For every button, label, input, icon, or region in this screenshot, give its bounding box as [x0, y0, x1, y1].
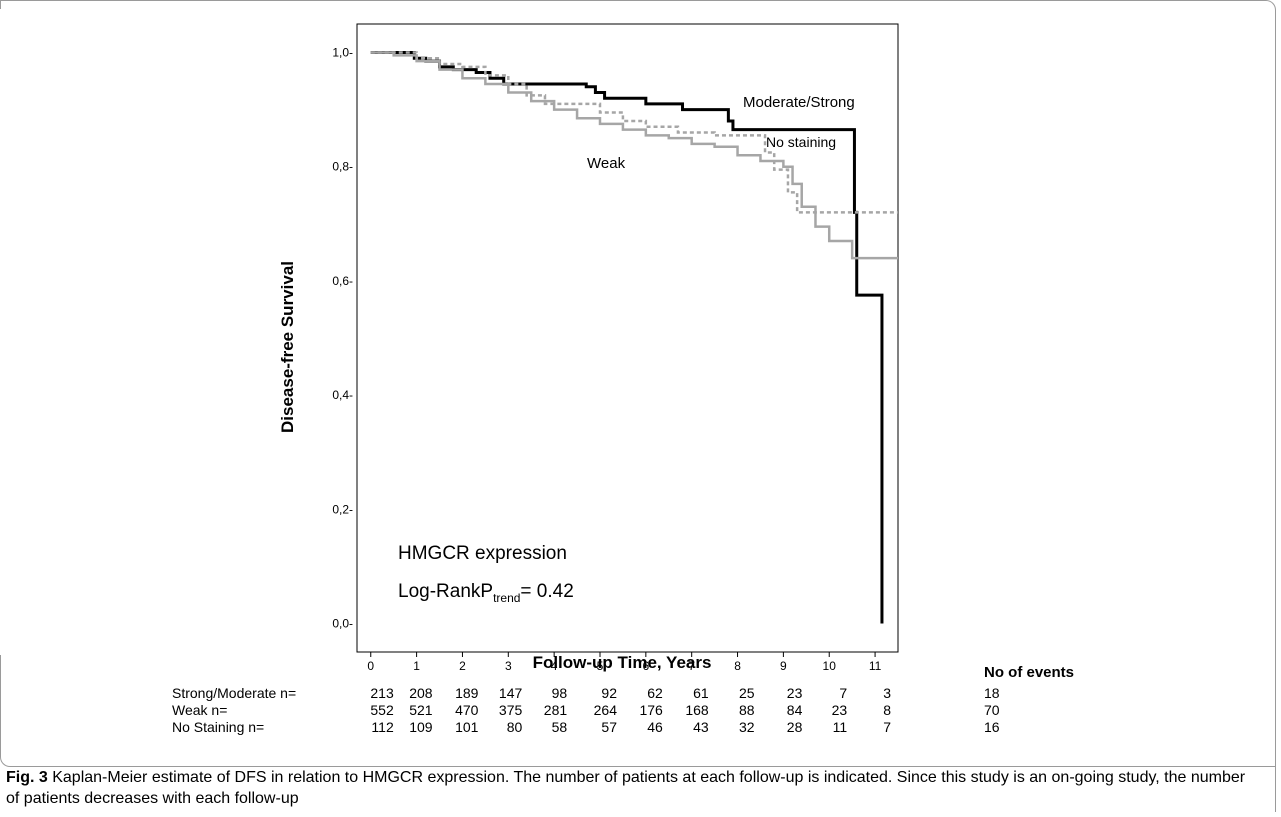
risk-count: 46 [647, 719, 663, 735]
series-weak-line [370, 51, 898, 260]
y-tick-label: 1,0- [332, 46, 353, 60]
risk-count: 7 [839, 685, 848, 701]
risk-count: 58 [551, 719, 568, 735]
logrank-sub: trend [493, 591, 520, 605]
risk-count: 112 [371, 719, 394, 735]
logrank-label: Log-RankPtrend= 0.42 [398, 581, 574, 605]
risk-count: 281 [543, 702, 568, 718]
risk-count: 57 [601, 719, 617, 735]
expression-label: HMGCR expression [398, 543, 567, 564]
risk-count: 98 [551, 685, 568, 701]
x-tick-label: 4 [551, 659, 558, 673]
risk-count: 208 [409, 685, 433, 701]
risk-count: 552 [370, 702, 394, 718]
series-no-staining-line [370, 51, 898, 214]
risk-row-label: Weak n= [172, 702, 228, 718]
risk-count: 92 [601, 685, 617, 701]
caption-text: Kaplan-Meier estimate of DFS in relation… [6, 769, 1246, 807]
caption-fig-label: Fig. 3 [6, 769, 48, 786]
risk-count: 32 [738, 719, 755, 735]
risk-row-label: Strong/Moderate n= [172, 685, 297, 701]
risk-count: 61 [693, 685, 709, 701]
y-axis-label: Disease-free Survival [278, 261, 297, 433]
logrank-suffix: = 0.42 [520, 581, 573, 602]
events-header: No of events [984, 664, 1075, 681]
figure-frame-bottom [0, 655, 1276, 767]
x-tick-label: 3 [505, 659, 512, 673]
risk-count: 213 [370, 685, 394, 701]
x-tick-label: 11 [869, 659, 882, 673]
risk-count: 521 [409, 702, 433, 718]
risk-count: 23 [786, 685, 803, 701]
risk-count: 375 [498, 702, 523, 718]
risk-count: 28 [786, 719, 803, 735]
risk-count: 25 [738, 685, 755, 701]
x-tick-label: 7 [688, 659, 695, 673]
risk-count: 88 [738, 702, 755, 718]
x-tick-label: 5 [597, 659, 604, 673]
x-axis-label: Follow-up Time, Years [533, 653, 712, 672]
x-tick-label: 9 [780, 659, 787, 673]
risk-count: 470 [455, 702, 479, 718]
y-tick-label: 0,8- [332, 160, 353, 174]
risk-count: 80 [506, 719, 523, 735]
risk-count: 8 [883, 702, 892, 718]
risk-count: 43 [693, 719, 709, 735]
risk-count: 62 [647, 685, 663, 701]
risk-events: 70 [984, 702, 1000, 718]
risk-count: 109 [409, 719, 433, 735]
risk-count: 176 [639, 702, 663, 718]
y-tick-label: 0,0- [332, 616, 353, 630]
x-tick-label: 6 [642, 659, 649, 673]
risk-count: 189 [455, 685, 479, 701]
y-tick-label: 0,4- [332, 388, 353, 402]
risk-events: 16 [984, 719, 1000, 735]
risk-count: 11 [832, 719, 848, 735]
risk-count: 168 [685, 702, 709, 718]
kaplan-meier-chart: 0 1 2 3 4 5 6 7 8 9 10 11 0,0-0,2-0,4-0,6-0,8-1,0- … [278, 23, 899, 673]
risk-count: 84 [786, 702, 803, 718]
x-axis: 0 1 2 3 4 5 6 7 8 9 10 11 [367, 652, 882, 673]
figure-caption: Fig. 3 Kaplan-Meier estimate of DFS in r… [6, 767, 1256, 809]
y-tick-label: 0,2- [332, 502, 353, 516]
risk-events: 18 [984, 685, 1000, 701]
risk-count: 7 [883, 719, 892, 735]
risk-count: 101 [455, 719, 479, 735]
x-tick-label: 8 [734, 659, 741, 673]
y-tick-label: 0,6- [332, 274, 353, 288]
risk-row-label: No Staining n= [172, 719, 265, 735]
x-tick-label: 0 [367, 659, 374, 673]
x-tick-label: 1 [413, 659, 420, 673]
x-tick-label: 10 [823, 659, 837, 673]
x-tick-label: 2 [459, 659, 466, 673]
y-axis: 0,0- 0,2- 0,4- 0,6- 0,8- 1,0- [332, 46, 353, 631]
logrank-prefix: Log-RankP [398, 581, 493, 602]
risk-count: 147 [498, 685, 523, 701]
label-moderate-strong: Moderate/Strong [743, 94, 855, 111]
risk-count: 264 [593, 702, 617, 718]
label-no-staining: No staining [766, 134, 836, 150]
label-weak: Weak [587, 155, 626, 172]
series-layer [370, 51, 898, 624]
risk-count: 23 [831, 702, 848, 718]
risk-count: 3 [883, 685, 892, 701]
